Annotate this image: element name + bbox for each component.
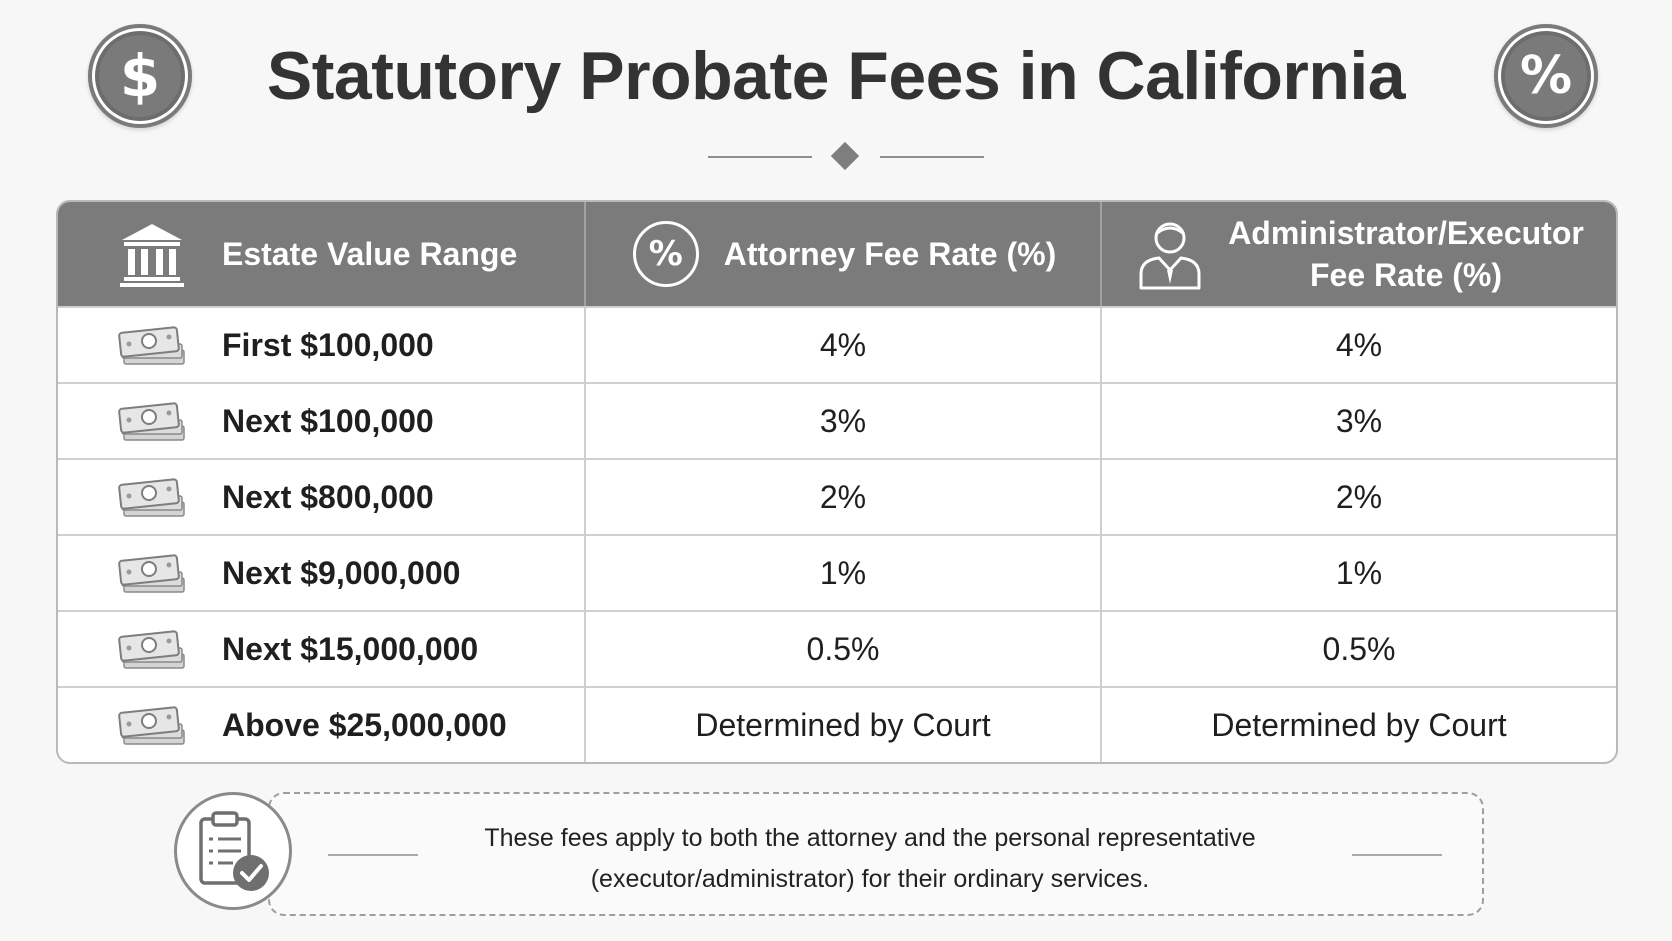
divider-diamond-icon [830,141,860,171]
header-attorney-fee-rate: % Attorney Fee Rate (%) [584,202,1100,306]
attorney-rate-cell: 2% [584,460,1100,534]
executor-rate-cell: 2% [1100,460,1616,534]
dollar-sign-icon: $ [88,24,192,128]
header-label-attorney-fee-rate: Attorney Fee Rate (%) [723,236,1057,272]
person-icon [1134,218,1206,290]
divider-line-left [708,156,812,158]
table-row: Next $9,000,000 1% 1% [58,534,1616,610]
executor-rate-cell: 3% [1100,384,1616,458]
executor-rate-value: 3% [1335,402,1383,439]
page-title: Statutory Probate Fees in California [266,38,1406,114]
fee-table: Estate Value Range % Attorney Fee Rate (… [56,200,1618,764]
footnote-box: These fees apply to both the attorney an… [268,792,1484,916]
executor-rate-cell: 0.5% [1100,612,1616,686]
attorney-rate-cell: 3% [584,384,1100,458]
executor-rate-cell: Determined by Court [1100,688,1616,762]
percent-icon: % [1494,24,1598,128]
executor-rate-value: 0.5% [1322,630,1396,667]
attorney-rate-value: 3% [819,402,867,439]
dollar-glyph: $ [119,42,161,110]
header-label-executor-line2: Fee Rate (%) [1309,257,1503,293]
money-stack-icon [118,326,185,365]
estate-range-cell: Next $9,000,000 [58,536,584,610]
money-stack-icon [118,478,185,517]
footnote-line-left [328,854,418,856]
attorney-rate-cell: Determined by Court [584,688,1100,762]
attorney-rate-value: Determined by Court [695,706,991,743]
footnote-line1: These fees apply to both the attorney an… [484,824,1256,852]
table-row: Next $800,000 2% 2% [58,458,1616,534]
footnote-line-right [1352,854,1442,856]
header-label-executor-fee-rate: Administrator/Executor Fee Rate (%) [1228,212,1584,296]
footnote-line2: (executor/administrator) for their ordin… [590,865,1150,893]
estate-range-cell: Above $25,000,000 [58,688,584,762]
executor-rate-value: 2% [1335,478,1383,515]
percent-circle-icon: % [630,218,702,290]
estate-range-cell: Next $800,000 [58,460,584,534]
attorney-rate-value: 4% [819,326,867,363]
estate-range-label: Next $100,000 [222,402,434,439]
money-stack-icon [118,554,185,593]
estate-range-label: Next $800,000 [222,478,434,515]
header-label-executor-line1: Administrator/Executor [1228,215,1584,251]
estate-range-cell: Next $15,000,000 [58,612,584,686]
attorney-rate-cell: 4% [584,308,1100,382]
attorney-rate-value: 2% [819,478,867,515]
executor-rate-cell: 4% [1100,308,1616,382]
estate-range-cell: Next $100,000 [58,384,584,458]
header-executor-fee-rate: Administrator/Executor Fee Rate (%) [1100,202,1616,306]
percent-glyph: % [1519,46,1573,106]
header-estate-value-range: Estate Value Range [58,202,584,306]
executor-rate-value: Determined by Court [1211,706,1507,743]
estate-range-label: First $100,000 [222,326,434,363]
estate-range-label: Above $25,000,000 [222,706,507,743]
attorney-rate-value: 1% [819,554,867,591]
divider-line-right [880,156,984,158]
table-header-row: Estate Value Range % Attorney Fee Rate (… [58,202,1616,306]
table-row: Next $100,000 3% 3% [58,382,1616,458]
title-divider [708,141,984,172]
percent-circle-glyph: % [632,221,699,287]
estate-range-label: Next $15,000,000 [222,630,479,667]
estate-range-label: Next $9,000,000 [222,554,461,591]
bank-building-icon [116,218,188,290]
executor-rate-value: 1% [1335,554,1383,591]
table-row: Above $25,000,000 Determined by Court De… [58,686,1616,762]
money-stack-icon [118,706,185,745]
clipboard-check-icon [174,792,292,910]
table-row: First $100,000 4% 4% [58,306,1616,382]
estate-range-cell: First $100,000 [58,308,584,382]
executor-rate-cell: 1% [1100,536,1616,610]
footnote-text: These fees apply to both the attorney an… [420,818,1320,900]
attorney-rate-cell: 0.5% [584,612,1100,686]
money-stack-icon [118,402,185,441]
attorney-rate-cell: 1% [584,536,1100,610]
money-stack-icon [118,630,185,669]
attorney-rate-value: 0.5% [806,630,880,667]
table-row: Next $15,000,000 0.5% 0.5% [58,610,1616,686]
executor-rate-value: 4% [1335,326,1383,363]
header-label-estate-value-range: Estate Value Range [222,236,518,272]
